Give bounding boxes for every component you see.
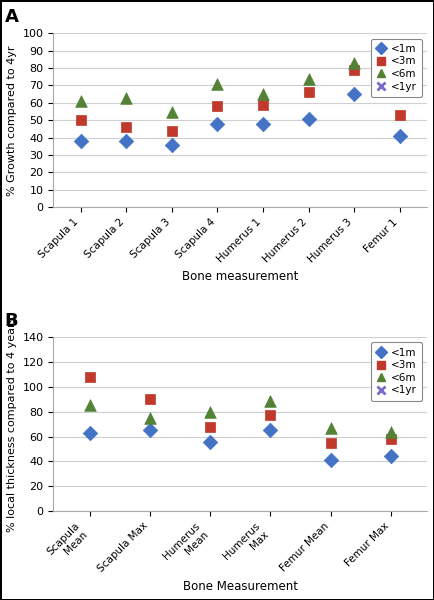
- <6m: [388, 427, 395, 436]
- <1m: [146, 425, 153, 435]
- Legend: <1m, <3m, <6m, <1yr: <1m, <3m, <6m, <1yr: [371, 38, 422, 97]
- <3m: [214, 101, 221, 111]
- <6m: [351, 58, 358, 68]
- <6m: [327, 423, 334, 433]
- <1m: [207, 437, 214, 446]
- <3m: [267, 410, 274, 420]
- <1m: [123, 136, 130, 146]
- <1m: [396, 131, 403, 141]
- <1yr: [207, 393, 214, 403]
- <6m: [168, 107, 175, 116]
- <1m: [77, 136, 84, 146]
- <1yr: [260, 43, 266, 52]
- <1m: [305, 114, 312, 124]
- <3m: [396, 110, 403, 120]
- <1yr: [267, 392, 274, 401]
- <6m: [396, 82, 403, 92]
- <3m: [86, 372, 93, 382]
- <3m: [168, 126, 175, 136]
- <1yr: [327, 386, 334, 395]
- <1yr: [123, 47, 130, 57]
- <1m: [260, 119, 266, 128]
- Y-axis label: % Growth compared to 4yr: % Growth compared to 4yr: [7, 45, 17, 196]
- <1m: [168, 140, 175, 149]
- <1m: [388, 452, 395, 461]
- <1yr: [388, 397, 395, 407]
- <3m: [351, 65, 358, 74]
- <3m: [77, 115, 84, 125]
- Text: A: A: [5, 8, 19, 26]
- <1m: [267, 425, 274, 435]
- <1m: [351, 89, 358, 99]
- <3m: [207, 422, 214, 431]
- <6m: [77, 97, 84, 106]
- <6m: [123, 93, 130, 103]
- <6m: [305, 74, 312, 83]
- <3m: [327, 438, 334, 448]
- <1m: [214, 119, 221, 128]
- <1m: [327, 455, 334, 465]
- <1yr: [168, 47, 175, 57]
- Legend: <1m, <3m, <6m, <1yr: <1m, <3m, <6m, <1yr: [371, 343, 422, 401]
- <6m: [267, 396, 274, 406]
- <3m: [388, 434, 395, 444]
- <1yr: [146, 380, 153, 389]
- <3m: [260, 100, 266, 109]
- <1yr: [396, 35, 403, 45]
- <6m: [207, 407, 214, 416]
- <6m: [86, 401, 93, 410]
- <1yr: [305, 37, 312, 47]
- <6m: [214, 79, 221, 89]
- <3m: [305, 88, 312, 97]
- <6m: [260, 89, 266, 99]
- X-axis label: Bone measurement: Bone measurement: [182, 270, 299, 283]
- Y-axis label: % local thickness compared to 4 years: % local thickness compared to 4 years: [7, 316, 17, 532]
- <1yr: [77, 43, 84, 52]
- <1yr: [86, 353, 93, 363]
- <3m: [123, 122, 130, 132]
- <1m: [86, 428, 93, 437]
- <3m: [146, 394, 153, 404]
- X-axis label: Bone Measurement: Bone Measurement: [183, 580, 298, 593]
- <1yr: [214, 35, 221, 45]
- Text: B: B: [5, 312, 18, 330]
- <6m: [146, 413, 153, 423]
- <1yr: [351, 44, 358, 54]
